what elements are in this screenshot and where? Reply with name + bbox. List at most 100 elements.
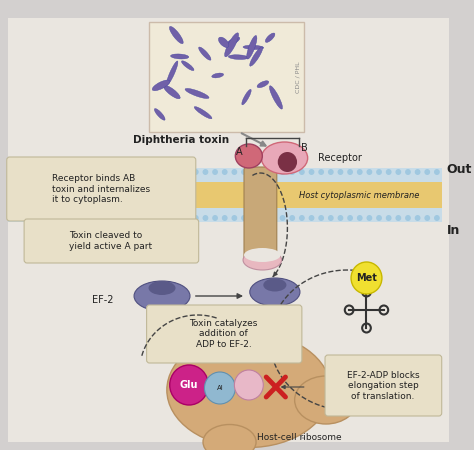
Ellipse shape <box>171 54 189 59</box>
Text: Host cytoplasmic membrane: Host cytoplasmic membrane <box>299 192 419 201</box>
Circle shape <box>19 169 25 175</box>
Circle shape <box>145 215 150 221</box>
Text: Host-cell ribosome: Host-cell ribosome <box>256 433 341 442</box>
Circle shape <box>299 215 305 221</box>
Circle shape <box>173 169 179 175</box>
Circle shape <box>318 169 324 175</box>
Circle shape <box>260 169 266 175</box>
Circle shape <box>241 169 247 175</box>
Circle shape <box>328 169 334 175</box>
Circle shape <box>376 215 382 221</box>
Ellipse shape <box>148 281 175 295</box>
Circle shape <box>299 169 305 175</box>
Circle shape <box>38 169 45 175</box>
Text: Glu: Glu <box>180 380 198 390</box>
Circle shape <box>234 370 263 400</box>
Circle shape <box>116 169 121 175</box>
Circle shape <box>135 215 141 221</box>
Circle shape <box>48 215 54 221</box>
Circle shape <box>77 169 83 175</box>
Circle shape <box>347 169 353 175</box>
Circle shape <box>204 372 235 404</box>
Circle shape <box>193 215 199 221</box>
Ellipse shape <box>134 281 190 311</box>
Circle shape <box>280 215 285 221</box>
Circle shape <box>170 365 208 405</box>
Ellipse shape <box>182 61 194 71</box>
Circle shape <box>29 215 35 221</box>
Circle shape <box>415 215 420 221</box>
Circle shape <box>351 262 382 294</box>
Circle shape <box>67 215 73 221</box>
Ellipse shape <box>152 80 170 91</box>
Circle shape <box>87 169 92 175</box>
Text: Met: Met <box>356 273 377 283</box>
FancyBboxPatch shape <box>325 355 442 416</box>
Circle shape <box>202 169 208 175</box>
Text: B: B <box>301 143 308 153</box>
Circle shape <box>58 215 64 221</box>
Text: EF-2-ADP blocks
elongation step
of translation.: EF-2-ADP blocks elongation step of trans… <box>346 371 419 401</box>
Ellipse shape <box>242 90 251 105</box>
Bar <box>8 168 442 182</box>
Circle shape <box>183 169 189 175</box>
Circle shape <box>183 215 189 221</box>
Circle shape <box>260 215 266 221</box>
Circle shape <box>328 215 334 221</box>
Circle shape <box>347 215 353 221</box>
Text: In: In <box>447 224 460 237</box>
Ellipse shape <box>257 81 269 88</box>
Text: EF-2: EF-2 <box>92 295 114 305</box>
Circle shape <box>231 215 237 221</box>
Circle shape <box>309 169 314 175</box>
Ellipse shape <box>225 307 292 363</box>
Circle shape <box>289 215 295 221</box>
Circle shape <box>337 169 343 175</box>
Circle shape <box>241 215 247 221</box>
Ellipse shape <box>219 37 229 47</box>
Text: Out: Out <box>447 163 472 176</box>
Circle shape <box>193 169 199 175</box>
Circle shape <box>424 169 430 175</box>
Text: Toxin cleaved to
yield active A part: Toxin cleaved to yield active A part <box>69 231 153 251</box>
Circle shape <box>212 169 218 175</box>
Ellipse shape <box>243 45 264 50</box>
Ellipse shape <box>166 61 178 85</box>
Circle shape <box>318 215 324 221</box>
Circle shape <box>212 215 218 221</box>
Circle shape <box>357 169 363 175</box>
FancyBboxPatch shape <box>244 167 277 263</box>
Circle shape <box>135 169 141 175</box>
Circle shape <box>173 215 179 221</box>
Circle shape <box>222 215 228 221</box>
Ellipse shape <box>225 33 238 57</box>
Text: Receptor binds AB
toxin and internalizes
it to cytoplasm.: Receptor binds AB toxin and internalizes… <box>52 174 150 204</box>
Circle shape <box>357 215 363 221</box>
Circle shape <box>424 215 430 221</box>
Text: Receptor: Receptor <box>318 153 362 163</box>
Ellipse shape <box>169 27 183 44</box>
Circle shape <box>48 169 54 175</box>
Circle shape <box>405 215 411 221</box>
Circle shape <box>386 169 392 175</box>
Circle shape <box>270 169 276 175</box>
Circle shape <box>164 215 170 221</box>
Ellipse shape <box>194 107 212 119</box>
Circle shape <box>386 215 392 221</box>
Ellipse shape <box>225 37 240 47</box>
Circle shape <box>337 215 343 221</box>
Circle shape <box>280 169 285 175</box>
Ellipse shape <box>185 89 209 99</box>
Circle shape <box>126 215 131 221</box>
Circle shape <box>366 169 372 175</box>
Ellipse shape <box>212 73 224 78</box>
Circle shape <box>116 215 121 221</box>
Circle shape <box>155 169 160 175</box>
Ellipse shape <box>265 33 275 42</box>
Bar <box>8 182 442 208</box>
Circle shape <box>231 169 237 175</box>
Circle shape <box>145 169 150 175</box>
Circle shape <box>164 169 170 175</box>
Circle shape <box>395 215 401 221</box>
Ellipse shape <box>235 144 262 168</box>
